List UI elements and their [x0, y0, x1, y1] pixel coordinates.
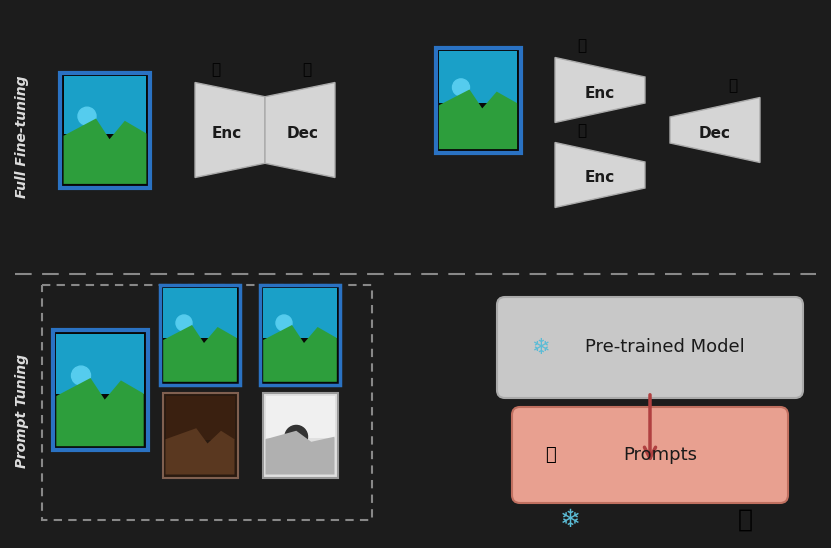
Circle shape — [276, 315, 292, 331]
Text: Enc: Enc — [585, 85, 615, 100]
Text: Prompt Tuning: Prompt Tuning — [15, 354, 29, 468]
Polygon shape — [555, 58, 645, 123]
Bar — [265, 396, 335, 438]
Text: 🔥: 🔥 — [544, 446, 555, 464]
Polygon shape — [195, 83, 265, 178]
Bar — [260, 285, 340, 385]
Bar — [52, 330, 147, 450]
Text: 🔥: 🔥 — [302, 62, 312, 77]
Polygon shape — [555, 142, 645, 208]
Text: 🔥: 🔥 — [578, 123, 587, 139]
Text: Pre-trained Model: Pre-trained Model — [585, 339, 745, 357]
Text: Dec: Dec — [287, 125, 319, 140]
Polygon shape — [64, 118, 146, 184]
Bar — [57, 334, 144, 394]
Text: ❄: ❄ — [559, 508, 581, 532]
Polygon shape — [670, 98, 760, 163]
Bar — [64, 76, 146, 134]
Bar — [263, 392, 337, 477]
Text: Enc: Enc — [585, 170, 615, 186]
Text: Full Fine-tuning: Full Fine-tuning — [15, 76, 29, 198]
Bar — [165, 396, 234, 439]
FancyBboxPatch shape — [512, 407, 788, 503]
Bar — [439, 51, 517, 104]
Circle shape — [285, 425, 307, 448]
Bar — [163, 288, 237, 338]
Text: ❄: ❄ — [531, 338, 549, 357]
Polygon shape — [265, 83, 335, 178]
Text: 🔥: 🔥 — [737, 508, 753, 532]
Polygon shape — [439, 89, 517, 149]
FancyBboxPatch shape — [497, 297, 803, 398]
Bar — [263, 288, 337, 338]
Circle shape — [78, 107, 96, 125]
Text: Dec: Dec — [699, 125, 731, 140]
Bar — [163, 392, 238, 477]
Text: 🔥: 🔥 — [211, 62, 220, 77]
Text: Prompts: Prompts — [623, 446, 697, 464]
Circle shape — [176, 315, 192, 331]
Polygon shape — [57, 378, 144, 446]
Text: 🔥: 🔥 — [729, 78, 738, 94]
Bar — [160, 285, 240, 385]
Circle shape — [453, 79, 470, 96]
Bar — [435, 48, 520, 152]
Polygon shape — [163, 325, 237, 382]
Bar — [60, 72, 150, 187]
Text: 🔥: 🔥 — [578, 38, 587, 54]
Polygon shape — [265, 431, 335, 475]
Text: Enc: Enc — [212, 125, 243, 140]
Circle shape — [71, 366, 91, 385]
Polygon shape — [263, 325, 337, 382]
Polygon shape — [165, 428, 234, 475]
